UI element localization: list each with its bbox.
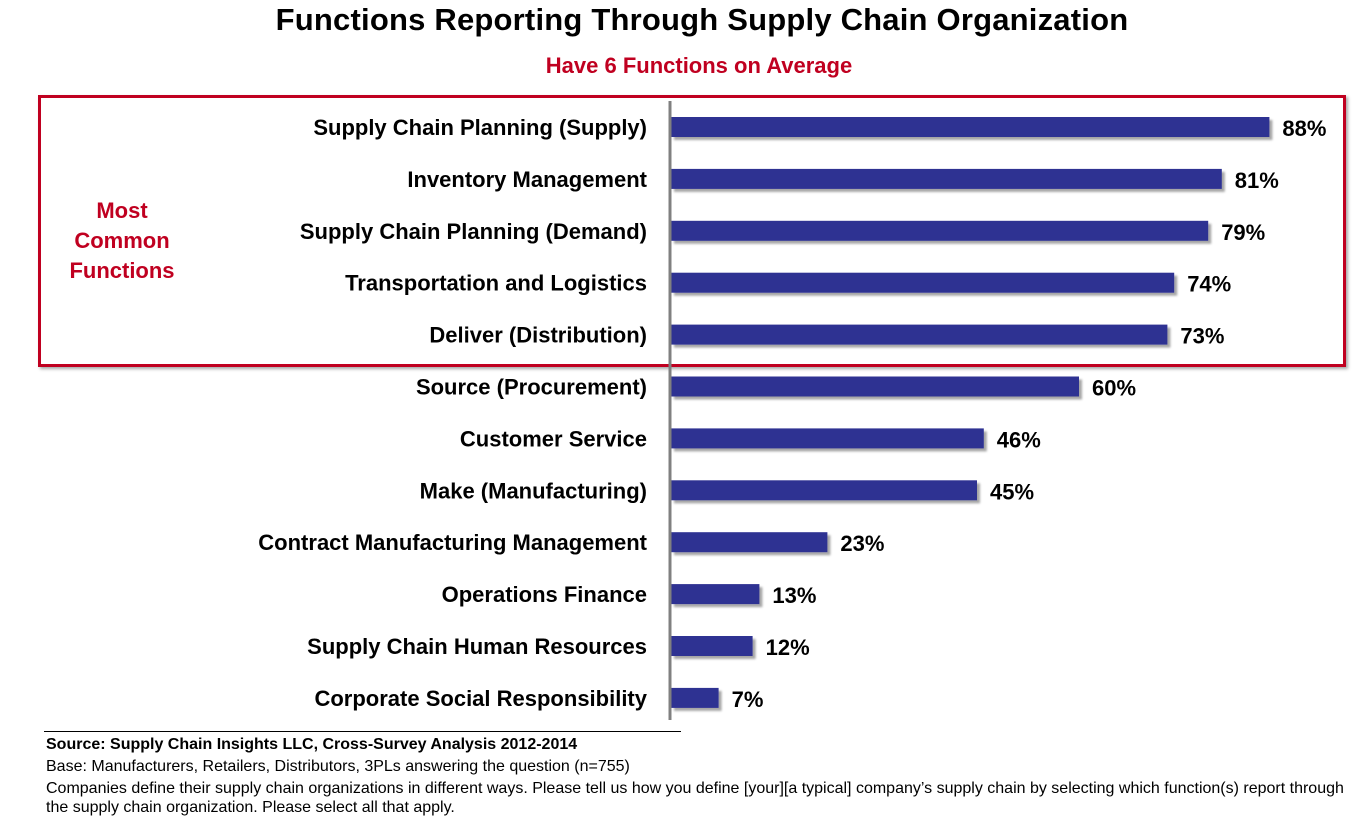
- value-label-8: 45%: [990, 479, 1034, 504]
- value-label-6: 60%: [1092, 376, 1136, 401]
- footer-question: Companies define their supply chain orga…: [46, 780, 1344, 816]
- value-label-1: 88%: [1282, 116, 1326, 141]
- most-common-label-line-2: Common: [74, 228, 170, 253]
- category-label-2: Inventory Management: [407, 167, 647, 192]
- value-label-3: 79%: [1221, 220, 1265, 245]
- bar-4: [671, 272, 1175, 293]
- category-label-7: Customer Service: [460, 426, 647, 451]
- category-label-8: Make (Manufacturing): [420, 478, 647, 503]
- bar-5: [671, 324, 1168, 345]
- category-label-10: Operations Finance: [442, 582, 647, 607]
- bar-10: [671, 584, 760, 605]
- value-label-7: 46%: [997, 427, 1041, 452]
- category-label-6: Source (Procurement): [416, 375, 647, 400]
- footer-base: Base: Manufacturers, Retailers, Distribu…: [46, 758, 630, 775]
- chart-title: Functions Reporting Through Supply Chain…: [275, 2, 1129, 37]
- bar-12: [671, 687, 719, 708]
- bar-9: [671, 532, 828, 553]
- category-label-4: Transportation and Logistics: [345, 271, 647, 296]
- most-common-label-line-3: Functions: [69, 258, 175, 283]
- bars-layer: Supply Chain Planning (Supply) 88% Invento…: [258, 115, 1326, 712]
- value-label-12: 7%: [732, 687, 764, 712]
- bar-2: [671, 168, 1222, 189]
- category-label-3: Supply Chain Planning (Demand): [300, 219, 647, 244]
- category-label-5: Deliver (Distribution): [429, 323, 647, 348]
- value-label-9: 23%: [840, 531, 884, 556]
- most-common-label: Most Common Functions: [52, 196, 192, 286]
- category-label-1: Supply Chain Planning (Supply): [313, 115, 647, 140]
- chart-subtitle: Have 6 Functions on Average: [545, 53, 853, 78]
- bar-1: [671, 117, 1270, 137]
- most-common-highlight-box: [38, 95, 1346, 367]
- bar-11: [671, 636, 753, 656]
- footer-source: Source: Supply Chain Insights LLC, Cross…: [46, 736, 578, 753]
- bar-6: [671, 376, 1079, 397]
- category-label-9: Contract Manufacturing Management: [258, 530, 647, 555]
- source-divider: [44, 731, 681, 732]
- bar-7: [671, 428, 984, 449]
- value-label-11: 12%: [766, 635, 810, 660]
- value-label-10: 13%: [772, 583, 816, 608]
- category-label-12: Corporate Social Responsibility: [314, 686, 647, 711]
- category-label-11: Supply Chain Human Resources: [307, 634, 647, 659]
- most-common-label-line-1: Most: [96, 198, 148, 223]
- value-label-4: 74%: [1187, 272, 1231, 297]
- value-label-2: 81%: [1235, 168, 1279, 193]
- bar-8: [671, 480, 977, 501]
- bar-3: [671, 220, 1209, 241]
- value-label-5: 73%: [1180, 324, 1224, 349]
